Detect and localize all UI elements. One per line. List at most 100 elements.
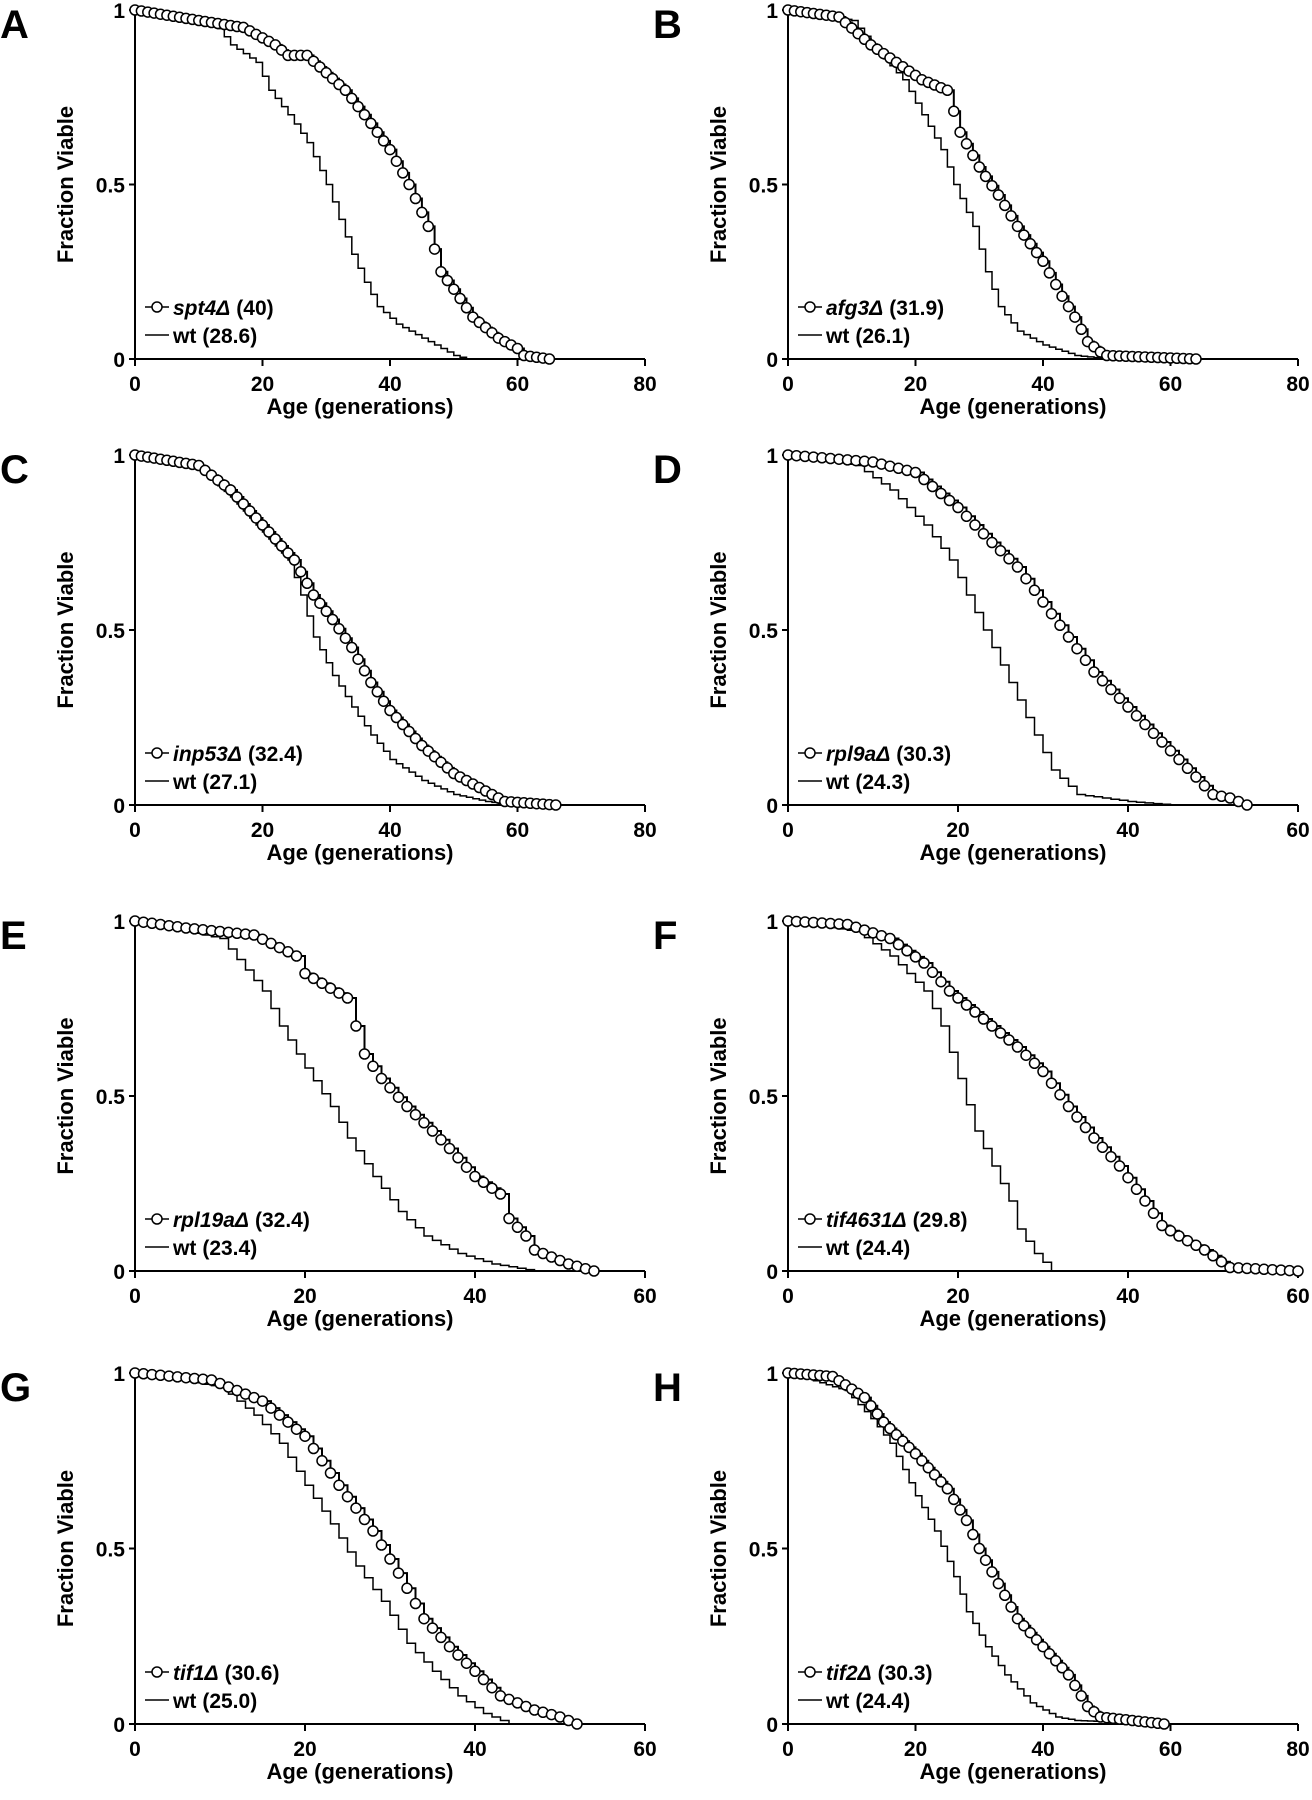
data-point: [307, 1442, 320, 1455]
data-point: [422, 220, 435, 233]
data-point: [1045, 1077, 1058, 1089]
data-point: [333, 623, 345, 635]
x-axis-label: Age (generations): [266, 394, 453, 419]
data-point: [1020, 1049, 1032, 1061]
data-point: [960, 999, 973, 1011]
data-point: [928, 1469, 941, 1481]
panel-letter: E: [0, 914, 27, 958]
data-point: [986, 1020, 998, 1032]
data-point: [511, 342, 524, 355]
panel-letter: G: [0, 1366, 31, 1410]
legend-name: inp53Δ: [173, 743, 242, 766]
data-point: [922, 1462, 935, 1474]
data-point: [1215, 1255, 1228, 1268]
data-point: [926, 966, 939, 979]
data-point: [288, 554, 301, 566]
data-point: [952, 501, 964, 514]
x-tick-label: 0: [782, 1738, 794, 1761]
data-point: [358, 1513, 371, 1526]
legend-marker: [151, 747, 163, 759]
data-point: [1292, 1265, 1304, 1277]
legend-name: afg3Δ: [826, 297, 883, 320]
x-tick-label: 20: [904, 373, 927, 396]
data-point: [1071, 642, 1083, 655]
data-point: [1024, 1626, 1037, 1639]
data-point: [1037, 1065, 1049, 1078]
data-point: [352, 100, 364, 113]
data-point: [316, 977, 328, 990]
y-axis-label: Fraction Viable: [706, 1470, 731, 1627]
legend-value: (30.3): [896, 743, 951, 766]
x-tick-label: 0: [129, 819, 141, 842]
data-point: [1079, 654, 1092, 667]
data-point: [969, 519, 981, 531]
data-point: [392, 1091, 405, 1103]
data-point: [941, 84, 954, 97]
data-point: [1030, 246, 1043, 259]
data-point: [346, 641, 358, 654]
legend-value: (29.8): [913, 1209, 968, 1232]
data-point: [339, 84, 352, 97]
y-tick-label: 1: [113, 911, 125, 934]
x-tick-label: 0: [782, 1285, 794, 1308]
data-point: [1207, 1250, 1219, 1262]
data-point: [392, 1567, 405, 1579]
data-point: [1030, 1634, 1043, 1646]
legend-entry: rpl19aΔ (32.4): [173, 1209, 310, 1232]
x-tick-label: 80: [1286, 373, 1309, 396]
x-tick-label: 60: [506, 819, 529, 842]
data-point: [1056, 290, 1068, 302]
x-tick-label: 20: [293, 1738, 316, 1761]
data-point: [967, 1528, 979, 1541]
legend-marker: [151, 1213, 163, 1225]
data-point: [269, 533, 282, 545]
x-tick-label: 20: [946, 1285, 969, 1308]
legend-entry: wt (26.1): [825, 325, 910, 348]
data-point: [1018, 1619, 1030, 1632]
legend-name: tif1Δ: [173, 1662, 219, 1685]
data-point: [224, 484, 237, 496]
data-point: [460, 302, 473, 314]
data-point: [1088, 666, 1100, 678]
data-point: [1241, 799, 1253, 811]
data-point: [1147, 1207, 1160, 1220]
data-point: [1045, 607, 1058, 620]
legend-name: wt: [825, 1690, 849, 1713]
data-point: [1028, 584, 1041, 597]
data-point: [384, 143, 396, 156]
data-point: [571, 1718, 583, 1730]
data-point: [403, 725, 415, 738]
data-point: [365, 117, 377, 130]
data-point: [918, 473, 930, 486]
data-point: [1020, 572, 1032, 585]
data-point: [1011, 561, 1024, 573]
data-point: [1122, 1171, 1134, 1184]
data-point: [977, 1013, 990, 1025]
data-point: [375, 1072, 388, 1085]
x-tick-label: 60: [1159, 1738, 1182, 1761]
data-point: [350, 1502, 362, 1514]
data-point: [316, 1455, 328, 1467]
data-point: [1069, 311, 1081, 323]
data-point: [1113, 692, 1126, 705]
data-point: [1164, 1225, 1177, 1237]
data-point: [1139, 718, 1151, 731]
data-point: [375, 1539, 388, 1551]
x-tick-label: 20: [293, 1285, 316, 1308]
data-point: [1005, 210, 1017, 222]
data-point: [992, 1577, 1005, 1590]
panel-letter: A: [0, 3, 29, 47]
x-tick-label: 60: [633, 1738, 656, 1761]
legend-name: rpl19aΔ: [173, 1209, 249, 1232]
panel-F: F 0 20 40 60 0 0.5 1 Age (generations) Fraction V…: [653, 911, 1310, 1331]
data-point: [486, 1681, 498, 1694]
data-point: [511, 1221, 524, 1234]
data-point: [418, 1117, 430, 1129]
legend-marker: [804, 301, 816, 313]
data-point: [1181, 1234, 1194, 1247]
data-point: [314, 597, 326, 609]
data-point: [341, 1490, 354, 1503]
data-point: [1130, 1183, 1143, 1196]
data-point: [371, 126, 384, 138]
